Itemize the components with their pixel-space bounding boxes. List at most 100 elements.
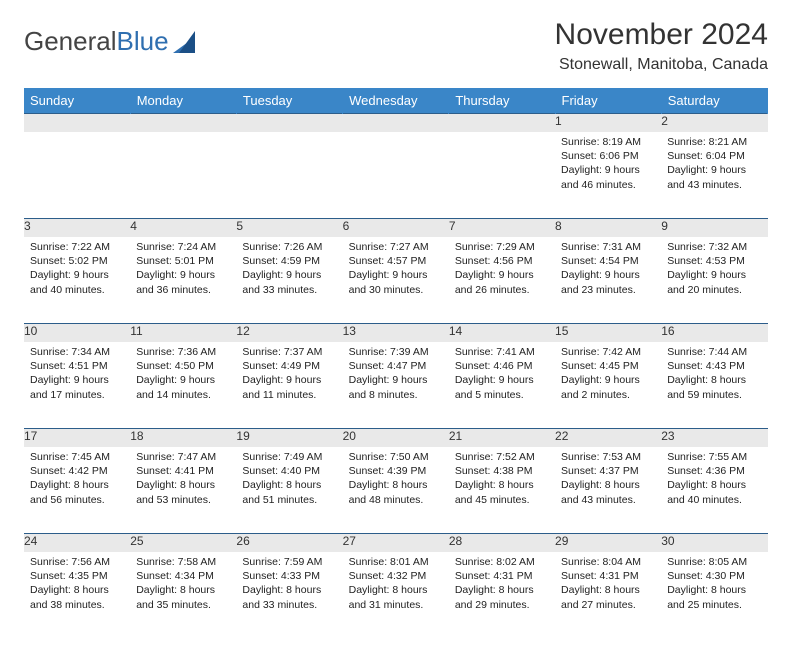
day-23-details: Sunrise: 7:55 AMSunset: 4:36 PMDaylight:… bbox=[661, 447, 767, 513]
day-23-ss: Sunset: 4:36 PM bbox=[667, 464, 761, 478]
day-6-cell: Sunrise: 7:27 AMSunset: 4:57 PMDaylight:… bbox=[343, 237, 449, 324]
day-18-sr: Sunrise: 7:47 AM bbox=[136, 450, 230, 464]
day-9-number: 9 bbox=[661, 219, 767, 238]
day-4-d2: and 36 minutes. bbox=[136, 283, 230, 297]
day-27-sr: Sunrise: 8:01 AM bbox=[349, 555, 443, 569]
calendar-body: 12Sunrise: 8:19 AMSunset: 6:06 PMDayligh… bbox=[24, 114, 768, 639]
day-17-d1: Daylight: 8 hours bbox=[30, 478, 124, 492]
day-10-d1: Daylight: 9 hours bbox=[30, 373, 124, 387]
day-21-details: Sunrise: 7:52 AMSunset: 4:38 PMDaylight:… bbox=[449, 447, 555, 513]
header: GeneralBlue November 2024 Stonewall, Man… bbox=[24, 18, 768, 74]
weekday-thursday: Thursday bbox=[449, 88, 555, 114]
empty-day bbox=[343, 114, 449, 133]
day-23-sr: Sunrise: 7:55 AM bbox=[667, 450, 761, 464]
day-25-ss: Sunset: 4:34 PM bbox=[136, 569, 230, 583]
day-14-ss: Sunset: 4:46 PM bbox=[455, 359, 549, 373]
day-11-sr: Sunrise: 7:36 AM bbox=[136, 345, 230, 359]
day-4-d1: Daylight: 9 hours bbox=[136, 268, 230, 282]
day-24-ss: Sunset: 4:35 PM bbox=[30, 569, 124, 583]
day-18-number: 18 bbox=[130, 429, 236, 448]
day-28-details: Sunrise: 8:02 AMSunset: 4:31 PMDaylight:… bbox=[449, 552, 555, 618]
day-17-cell: Sunrise: 7:45 AMSunset: 4:42 PMDaylight:… bbox=[24, 447, 130, 534]
day-7-details: Sunrise: 7:29 AMSunset: 4:56 PMDaylight:… bbox=[449, 237, 555, 303]
day-2-d1: Daylight: 9 hours bbox=[667, 163, 761, 177]
day-25-number: 25 bbox=[130, 534, 236, 553]
day-9-details: Sunrise: 7:32 AMSunset: 4:53 PMDaylight:… bbox=[661, 237, 767, 303]
day-14-cell: Sunrise: 7:41 AMSunset: 4:46 PMDaylight:… bbox=[449, 342, 555, 429]
day-3-d1: Daylight: 9 hours bbox=[30, 268, 124, 282]
day-8-cell: Sunrise: 7:31 AMSunset: 4:54 PMDaylight:… bbox=[555, 237, 661, 324]
day-8-d1: Daylight: 9 hours bbox=[561, 268, 655, 282]
day-25-sr: Sunrise: 7:58 AM bbox=[136, 555, 230, 569]
week-0-daynum-row: 12 bbox=[24, 114, 768, 133]
day-30-sr: Sunrise: 8:05 AM bbox=[667, 555, 761, 569]
day-13-ss: Sunset: 4:47 PM bbox=[349, 359, 443, 373]
day-1-cell: Sunrise: 8:19 AMSunset: 6:06 PMDaylight:… bbox=[555, 132, 661, 219]
day-19-sr: Sunrise: 7:49 AM bbox=[242, 450, 336, 464]
day-8-sr: Sunrise: 7:31 AM bbox=[561, 240, 655, 254]
day-22-cell: Sunrise: 7:53 AMSunset: 4:37 PMDaylight:… bbox=[555, 447, 661, 534]
calendar-head: SundayMondayTuesdayWednesdayThursdayFrid… bbox=[24, 88, 768, 114]
week-3-content-row: Sunrise: 7:45 AMSunset: 4:42 PMDaylight:… bbox=[24, 447, 768, 534]
day-29-number: 29 bbox=[555, 534, 661, 553]
day-23-number: 23 bbox=[661, 429, 767, 448]
day-10-number: 10 bbox=[24, 324, 130, 343]
day-3-sr: Sunrise: 7:22 AM bbox=[30, 240, 124, 254]
day-14-sr: Sunrise: 7:41 AM bbox=[455, 345, 549, 359]
day-29-details: Sunrise: 8:04 AMSunset: 4:31 PMDaylight:… bbox=[555, 552, 661, 618]
day-19-d2: and 51 minutes. bbox=[242, 493, 336, 507]
day-30-ss: Sunset: 4:30 PM bbox=[667, 569, 761, 583]
week-0-content-row: Sunrise: 8:19 AMSunset: 6:06 PMDaylight:… bbox=[24, 132, 768, 219]
day-24-d2: and 38 minutes. bbox=[30, 598, 124, 612]
day-2-d2: and 43 minutes. bbox=[667, 178, 761, 192]
day-10-sr: Sunrise: 7:34 AM bbox=[30, 345, 124, 359]
day-19-ss: Sunset: 4:40 PM bbox=[242, 464, 336, 478]
empty-cell bbox=[130, 132, 236, 219]
day-10-d2: and 17 minutes. bbox=[30, 388, 124, 402]
week-2-content-row: Sunrise: 7:34 AMSunset: 4:51 PMDaylight:… bbox=[24, 342, 768, 429]
day-8-ss: Sunset: 4:54 PM bbox=[561, 254, 655, 268]
day-26-d1: Daylight: 8 hours bbox=[242, 583, 336, 597]
day-5-d1: Daylight: 9 hours bbox=[242, 268, 336, 282]
day-20-d2: and 48 minutes. bbox=[349, 493, 443, 507]
day-15-ss: Sunset: 4:45 PM bbox=[561, 359, 655, 373]
day-14-number: 14 bbox=[449, 324, 555, 343]
day-2-ss: Sunset: 6:04 PM bbox=[667, 149, 761, 163]
day-11-details: Sunrise: 7:36 AMSunset: 4:50 PMDaylight:… bbox=[130, 342, 236, 408]
day-17-sr: Sunrise: 7:45 AM bbox=[30, 450, 124, 464]
day-10-cell: Sunrise: 7:34 AMSunset: 4:51 PMDaylight:… bbox=[24, 342, 130, 429]
page-title: November 2024 bbox=[555, 18, 768, 52]
day-22-ss: Sunset: 4:37 PM bbox=[561, 464, 655, 478]
day-18-ss: Sunset: 4:41 PM bbox=[136, 464, 230, 478]
day-10-details: Sunrise: 7:34 AMSunset: 4:51 PMDaylight:… bbox=[24, 342, 130, 408]
day-1-d2: and 46 minutes. bbox=[561, 178, 655, 192]
week-2-daynum-row: 10111213141516 bbox=[24, 324, 768, 343]
day-16-sr: Sunrise: 7:44 AM bbox=[667, 345, 761, 359]
day-9-ss: Sunset: 4:53 PM bbox=[667, 254, 761, 268]
day-4-ss: Sunset: 5:01 PM bbox=[136, 254, 230, 268]
empty-day bbox=[24, 114, 130, 133]
day-12-number: 12 bbox=[236, 324, 342, 343]
day-25-d1: Daylight: 8 hours bbox=[136, 583, 230, 597]
day-5-cell: Sunrise: 7:26 AMSunset: 4:59 PMDaylight:… bbox=[236, 237, 342, 324]
day-26-number: 26 bbox=[236, 534, 342, 553]
weekday-row: SundayMondayTuesdayWednesdayThursdayFrid… bbox=[24, 88, 768, 114]
day-15-details: Sunrise: 7:42 AMSunset: 4:45 PMDaylight:… bbox=[555, 342, 661, 408]
day-22-details: Sunrise: 7:53 AMSunset: 4:37 PMDaylight:… bbox=[555, 447, 661, 513]
day-4-number: 4 bbox=[130, 219, 236, 238]
day-14-d2: and 5 minutes. bbox=[455, 388, 549, 402]
day-29-cell: Sunrise: 8:04 AMSunset: 4:31 PMDaylight:… bbox=[555, 552, 661, 638]
day-5-details: Sunrise: 7:26 AMSunset: 4:59 PMDaylight:… bbox=[236, 237, 342, 303]
day-16-d1: Daylight: 8 hours bbox=[667, 373, 761, 387]
day-21-number: 21 bbox=[449, 429, 555, 448]
day-25-cell: Sunrise: 7:58 AMSunset: 4:34 PMDaylight:… bbox=[130, 552, 236, 638]
day-21-cell: Sunrise: 7:52 AMSunset: 4:38 PMDaylight:… bbox=[449, 447, 555, 534]
day-18-d2: and 53 minutes. bbox=[136, 493, 230, 507]
day-3-cell: Sunrise: 7:22 AMSunset: 5:02 PMDaylight:… bbox=[24, 237, 130, 324]
logo-word-b: Blue bbox=[117, 26, 169, 56]
day-16-cell: Sunrise: 7:44 AMSunset: 4:43 PMDaylight:… bbox=[661, 342, 767, 429]
day-19-number: 19 bbox=[236, 429, 342, 448]
day-12-ss: Sunset: 4:49 PM bbox=[242, 359, 336, 373]
day-18-details: Sunrise: 7:47 AMSunset: 4:41 PMDaylight:… bbox=[130, 447, 236, 513]
day-24-d1: Daylight: 8 hours bbox=[30, 583, 124, 597]
